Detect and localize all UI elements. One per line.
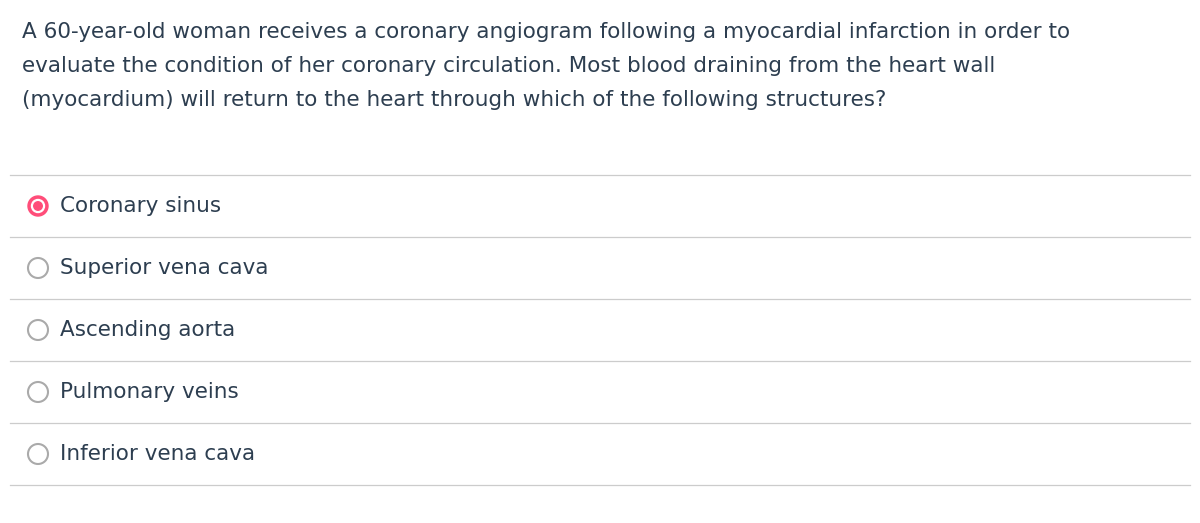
Text: A 60-year-old woman receives a coronary angiogram following a myocardial infarct: A 60-year-old woman receives a coronary … <box>22 22 1070 42</box>
Text: Ascending aorta: Ascending aorta <box>60 320 235 340</box>
Ellipse shape <box>31 199 44 212</box>
Ellipse shape <box>34 202 42 210</box>
Text: Coronary sinus: Coronary sinus <box>60 196 221 216</box>
Text: (myocardium) will return to the heart through which of the following structures?: (myocardium) will return to the heart th… <box>22 90 887 110</box>
Ellipse shape <box>28 196 48 216</box>
Text: Inferior vena cava: Inferior vena cava <box>60 444 256 464</box>
Text: Pulmonary veins: Pulmonary veins <box>60 382 239 402</box>
Text: evaluate the condition of her coronary circulation. Most blood draining from the: evaluate the condition of her coronary c… <box>22 56 995 76</box>
Text: Superior vena cava: Superior vena cava <box>60 258 269 278</box>
